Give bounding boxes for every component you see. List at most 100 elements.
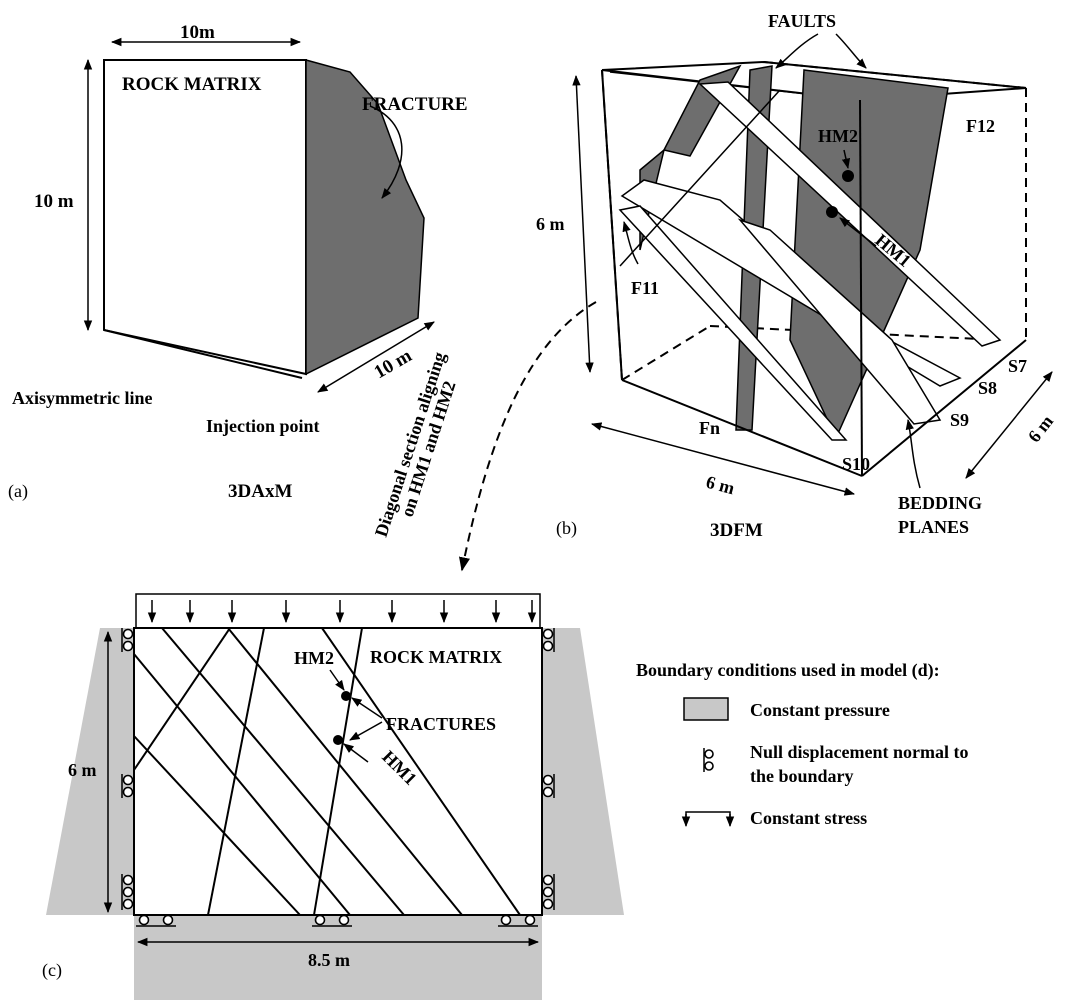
depth-arrow-b xyxy=(965,371,1053,479)
depth-label: 10 m xyxy=(371,345,416,383)
roller xyxy=(542,628,554,640)
fracture-line xyxy=(161,627,405,916)
roller xyxy=(122,628,134,640)
roller xyxy=(122,640,134,652)
stress-load-box xyxy=(135,593,541,629)
panel-letter-c: (c) xyxy=(42,960,62,981)
roller xyxy=(542,886,554,898)
roller xyxy=(542,786,554,798)
box-edge-bottom-right xyxy=(861,339,1027,477)
box-edge-bottom-back xyxy=(621,325,711,381)
roller xyxy=(122,886,134,898)
hm2-label-c: HM2 xyxy=(294,648,334,668)
faults-pointer-1 xyxy=(775,33,819,69)
s9-label: S9 xyxy=(950,410,969,430)
roller xyxy=(542,874,554,886)
roller xyxy=(122,786,134,798)
panel-letter-a: (a) xyxy=(8,481,28,502)
hm1-point xyxy=(826,206,838,218)
roller xyxy=(542,774,554,786)
stress-bracket xyxy=(685,811,731,822)
hm2-pointer xyxy=(841,149,851,170)
fracture-line xyxy=(133,627,231,771)
legend-stress-label: Constant stress xyxy=(750,808,867,828)
fracture-line xyxy=(313,627,363,916)
fracture-line xyxy=(227,627,463,916)
bedding-plane-s9 xyxy=(737,218,942,425)
roller xyxy=(122,774,134,786)
model-domain xyxy=(133,627,543,916)
hm2-pointer-c xyxy=(329,669,345,691)
fractures-pointer-1 xyxy=(351,697,383,719)
fractures-label: FRACTURES xyxy=(386,714,496,734)
roller xyxy=(542,640,554,652)
fracture-line xyxy=(321,627,521,916)
s8-label: S8 xyxy=(978,378,997,398)
height-label-b: 6 m xyxy=(536,214,565,234)
roller xyxy=(314,914,326,926)
height-label: 10 m xyxy=(34,191,74,212)
fault-f12 xyxy=(789,69,949,440)
panel-c: ROCK MATRIX HM2 HM1 FRACTURES 6 m 8.5 m … xyxy=(42,593,624,1000)
roller xyxy=(122,898,134,910)
depth-label-b: 6 m xyxy=(1024,411,1057,446)
width-label-c: 8.5 m xyxy=(308,950,350,970)
f11-label: F11 xyxy=(631,278,659,298)
box-edge-front-right xyxy=(859,99,863,477)
legend-null-label-line1: Null displacement normal to xyxy=(750,742,969,762)
faults-label: FAULTS xyxy=(768,11,836,31)
roller xyxy=(704,761,714,771)
s10-label: S10 xyxy=(842,454,870,474)
axisymmetric-line xyxy=(103,329,303,379)
hm1-label-c: HM1 xyxy=(378,747,420,789)
fracture-line xyxy=(207,627,265,916)
legend-pressure-label: Constant pressure xyxy=(750,700,890,720)
pressure-bottom xyxy=(134,915,542,1000)
fractures-pointer-2 xyxy=(349,721,383,741)
roller xyxy=(338,914,350,926)
axisymmetric-line-label: Axisymmetric line xyxy=(12,388,152,408)
fault-trace-f11 xyxy=(619,89,781,267)
model-name-3daxm: 3DAxM xyxy=(228,481,292,502)
hm2-label-b: HM2 xyxy=(818,126,858,146)
fracture-line xyxy=(133,653,351,916)
roller xyxy=(138,914,150,926)
roller xyxy=(704,749,714,759)
hm2-point-c xyxy=(341,691,351,701)
rollers-bottom xyxy=(136,914,538,927)
width-label: 10m xyxy=(180,22,215,43)
fracture-label: FRACTURE xyxy=(362,94,468,115)
rollers-right xyxy=(542,628,555,910)
width-label-b: 6 m xyxy=(704,472,737,499)
s7-label: S7 xyxy=(1008,356,1027,376)
legend-stress-symbol xyxy=(681,811,735,828)
panel-a: 10m 10 m 10 m ROCK MATRIX FRACTURE Axisy… xyxy=(8,22,468,502)
model-name-3dfm: 3DFM xyxy=(710,520,763,541)
legend-pressure-swatch xyxy=(683,697,729,721)
roller xyxy=(524,914,536,926)
rollers-left xyxy=(121,628,134,910)
hm2-point xyxy=(842,170,854,182)
legend: Boundary conditions used in model (d): C… xyxy=(636,660,969,828)
legend-title: Boundary conditions used in model (d): xyxy=(636,660,940,681)
fracture-lines xyxy=(133,627,521,916)
roller xyxy=(122,874,134,886)
stress-arrows xyxy=(147,600,537,624)
roller xyxy=(162,914,174,926)
hm1-pointer-c xyxy=(343,743,369,763)
bedding-plane-s7 xyxy=(698,81,1002,347)
bedding-pointer xyxy=(905,418,921,489)
legend-null-label-line2: the boundary xyxy=(750,766,854,786)
height-label-c: 6 m xyxy=(68,760,97,780)
hm1-pointer xyxy=(839,217,877,247)
faults-pointer-2 xyxy=(835,33,867,69)
fracture-pointer xyxy=(369,105,403,199)
bedding-label-line2: PLANES xyxy=(898,517,969,537)
height-arrow-b xyxy=(572,74,594,374)
pressure-right xyxy=(542,628,624,915)
width-arrow-b xyxy=(590,422,856,496)
rock-matrix-label-c: ROCK MATRIX xyxy=(370,647,502,667)
f11-pointer xyxy=(622,220,639,265)
panel-letter-b: (b) xyxy=(556,518,577,539)
rock-matrix-label: ROCK MATRIX xyxy=(122,74,262,95)
